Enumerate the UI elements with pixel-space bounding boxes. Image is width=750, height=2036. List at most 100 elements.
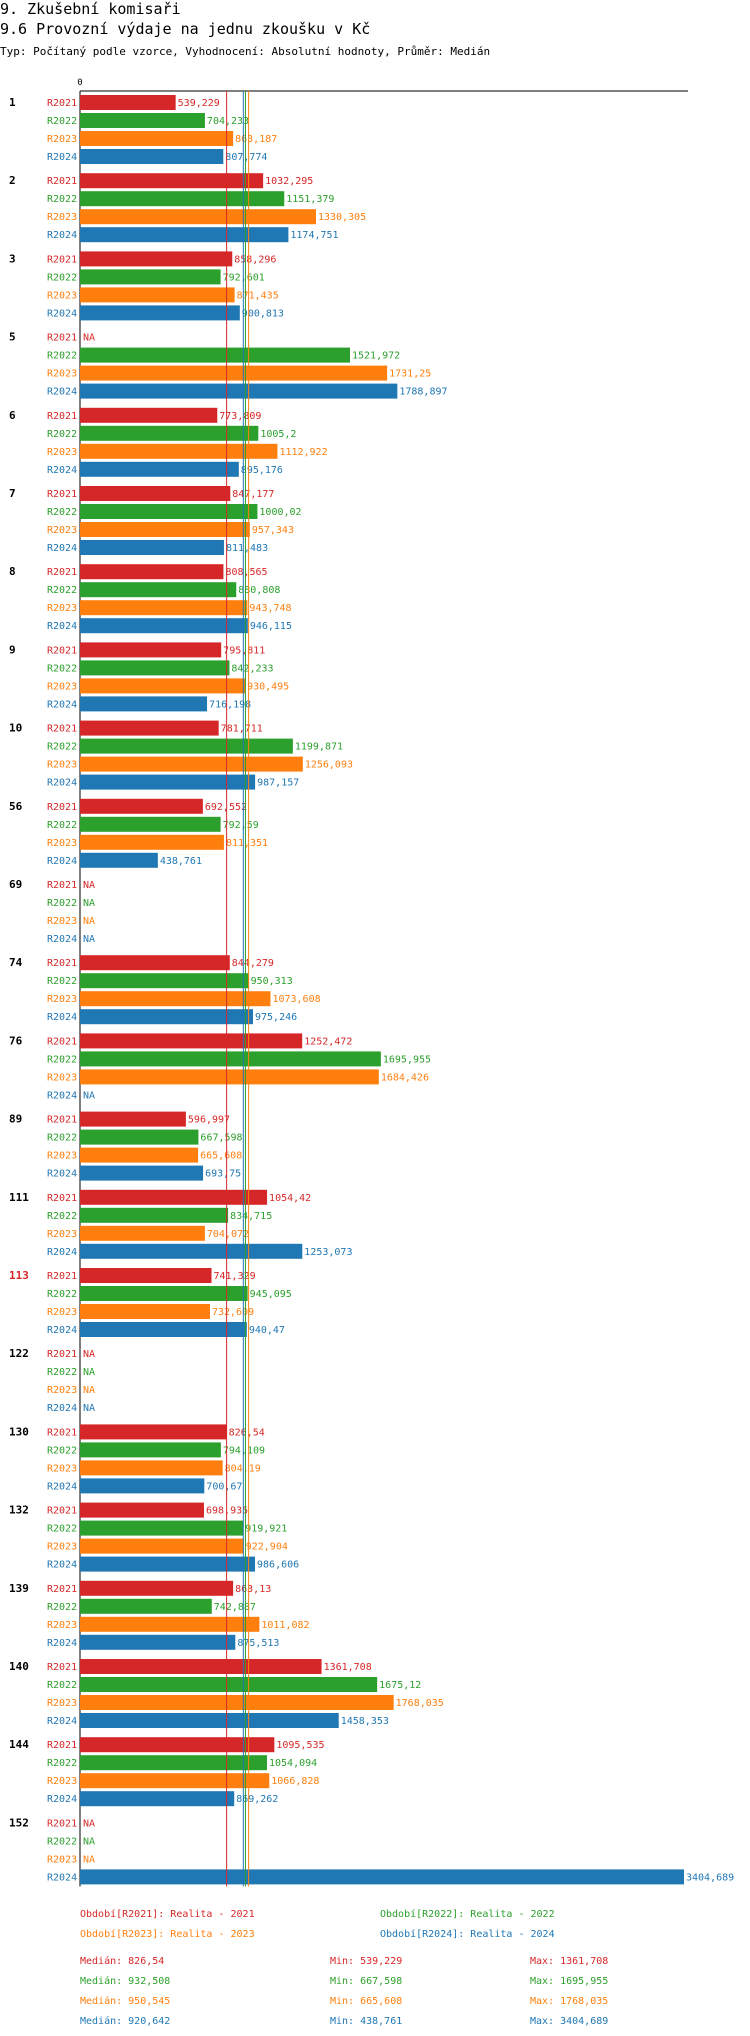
series-label: R2022 [47, 1680, 77, 1691]
series-label: R2023 [47, 1854, 77, 1865]
stat-median: Medián: 932,508 [80, 1975, 170, 1987]
bar-r2021 [80, 1111, 186, 1127]
bar-value-label: 1788,897 [399, 387, 447, 398]
bar-value-label: 1066,828 [271, 1776, 319, 1787]
series-label: R2022 [47, 1758, 77, 1769]
group-label: 152 [9, 1816, 29, 1829]
bar-value-label: 1521,972 [352, 351, 400, 362]
bar-r2023 [80, 1616, 260, 1632]
series-label: R2023 [47, 290, 77, 301]
bar-value-label: NA [83, 1367, 95, 1378]
series-label: R2024 [47, 778, 77, 789]
bar-value-label: 1458,353 [341, 1716, 389, 1727]
stat-min: Min: 438,761 [330, 2016, 402, 2027]
series-label: R2024 [47, 1560, 77, 1571]
bar-r2023 [80, 756, 303, 772]
bar-value-label: 1675,12 [379, 1680, 421, 1691]
bar-r2021 [80, 1268, 212, 1283]
series-label: R2022 [47, 585, 77, 596]
series-label: R2024 [47, 387, 77, 398]
bar-value-label: 863,13 [235, 1584, 271, 1595]
bar-r2023 [80, 522, 250, 537]
series-label: R2022 [47, 742, 77, 753]
legend-item: Období[R2024]: Realita - 2024 [380, 1928, 555, 1940]
series-label: R2021 [47, 1427, 77, 1438]
bar-value-label: 438,761 [160, 856, 202, 867]
stat-median: Medián: 826,54 [80, 1955, 164, 1967]
series-label: R2024 [47, 1638, 77, 1649]
bar-value-label: NA [83, 898, 95, 909]
bar-value-label: 1199,871 [295, 742, 343, 753]
bar-r2022 [80, 113, 205, 128]
series-label: R2023 [47, 681, 77, 692]
bar-r2022 [80, 1755, 267, 1771]
series-label: R2021 [47, 724, 77, 735]
series-label: R2022 [47, 272, 77, 283]
bar-value-label: NA [83, 1818, 95, 1829]
bar-value-label: 900,813 [242, 308, 284, 319]
bar-r2024 [80, 1869, 684, 1885]
bar-value-label: 596,997 [188, 1115, 230, 1126]
stat-min: Min: 665,608 [330, 1996, 402, 2007]
bar-value-label: 945,095 [250, 1289, 292, 1300]
bar-r2023 [80, 600, 248, 616]
series-label: R2022 [47, 1054, 77, 1065]
bar-value-label: 987,157 [257, 778, 299, 789]
series-label: R2024 [47, 1794, 77, 1805]
bar-value-label: 858,296 [234, 254, 276, 265]
bar-r2022 [80, 504, 258, 519]
bar-value-label: 807,774 [225, 152, 267, 163]
bar-value-label: 1005,2 [260, 429, 296, 440]
series-label: R2021 [47, 1349, 77, 1360]
series-label: R2021 [47, 1662, 77, 1673]
series-label: R2022 [47, 429, 77, 440]
series-label: R2022 [47, 1133, 77, 1144]
series-label: R2023 [47, 1776, 77, 1787]
series-label: R2021 [47, 98, 77, 109]
bar-r2021 [80, 1737, 275, 1753]
stat-max: Max: 1361,708 [530, 1956, 608, 1967]
series-label: R2024 [47, 699, 77, 710]
series-label: R2022 [47, 1211, 77, 1222]
series-label: R2024 [47, 1325, 77, 1336]
series-label: R2022 [47, 820, 77, 831]
bar-value-label: 844,279 [232, 958, 274, 969]
series-label: R2024 [47, 152, 77, 163]
bar-value-label: 794,109 [223, 1445, 265, 1456]
series-label: R2023 [47, 1072, 77, 1083]
legend-item: Období[R2021]: Realita - 2021 [80, 1908, 255, 1920]
bar-value-label: NA [83, 1836, 95, 1847]
bar-r2022 [80, 1520, 244, 1536]
bar-value-label: 875,513 [237, 1638, 279, 1649]
bar-r2024 [80, 1556, 256, 1572]
series-label: R2023 [47, 916, 77, 927]
bar-r2023 [80, 834, 224, 850]
group-label: 144 [9, 1738, 29, 1751]
group-label: 122 [9, 1347, 29, 1360]
bar-value-label: NA [83, 880, 95, 891]
stat-max: Max: 1768,035 [530, 1996, 608, 2007]
series-label: R2021 [47, 880, 77, 891]
series-label: R2024 [47, 308, 77, 319]
bar-r2024 [80, 1713, 339, 1728]
bar-value-label: 1252,472 [304, 1036, 352, 1047]
bar-r2021 [80, 1659, 322, 1674]
bar-r2024 [80, 1009, 254, 1025]
bar-value-label: 950,313 [251, 976, 293, 987]
stat-median: Medián: 950,545 [80, 1995, 170, 2007]
bar-r2023 [80, 991, 271, 1007]
bar-r2024 [80, 1165, 204, 1181]
series-label: R2024 [47, 1169, 77, 1180]
bar-value-label: 667,598 [200, 1133, 242, 1144]
bar-value-label: 732,609 [212, 1307, 254, 1318]
bar-value-label: 1151,379 [286, 194, 334, 205]
bar-value-label: 808,565 [225, 567, 267, 578]
bar-r2022 [80, 660, 230, 676]
bar-value-label: 1695,955 [383, 1054, 431, 1065]
bar-r2024 [80, 540, 224, 555]
bar-r2024 [80, 1634, 236, 1650]
bar-value-label: 704,072 [207, 1229, 249, 1240]
series-label: R2022 [47, 116, 77, 127]
series-label: R2024 [47, 934, 77, 945]
bar-r2023 [80, 365, 388, 381]
